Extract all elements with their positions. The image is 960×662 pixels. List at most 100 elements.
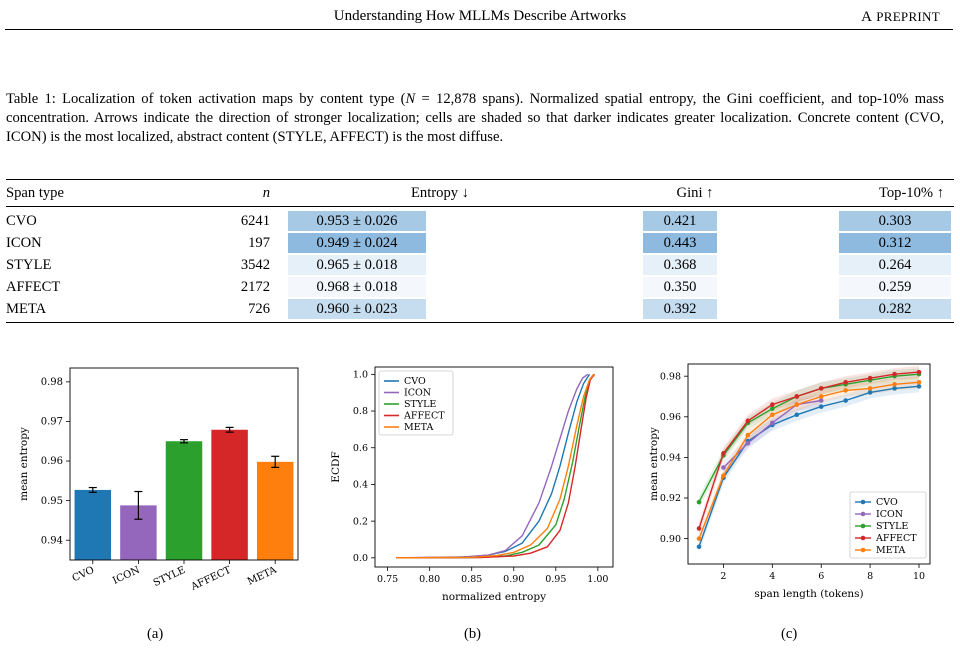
row-gini: 0.368 bbox=[643, 255, 717, 275]
ecdf-line bbox=[395, 373, 595, 559]
y-tick-label: 0.0 bbox=[353, 553, 368, 564]
y-tick-label: 0.98 bbox=[41, 377, 63, 388]
x-tick-label: 4 bbox=[769, 571, 775, 582]
table-body: CVO 6241 0.953 ± 0.026 0.421 0.303 ICON 197 0.9… bbox=[6, 207, 954, 323]
table-row: ICON 197 0.949 ± 0.024 0.443 0.312 bbox=[6, 232, 954, 254]
row-top10-cell: 0.303 bbox=[780, 207, 954, 233]
data-point bbox=[867, 386, 873, 391]
row-entropy-cell: 0.968 ± 0.018 bbox=[270, 276, 610, 298]
plot-frame bbox=[374, 366, 614, 568]
data-point bbox=[721, 451, 726, 456]
x-tick-label: 0.75 bbox=[377, 574, 398, 585]
row-span-type: CVO bbox=[6, 213, 37, 229]
y-tick-label: 0.94 bbox=[41, 535, 63, 546]
data-point bbox=[794, 412, 800, 418]
caption-sc-1: CVO, ICON bbox=[6, 110, 944, 145]
series-line bbox=[698, 371, 920, 529]
y-axis-label: ECDF bbox=[330, 451, 342, 482]
data-point bbox=[916, 369, 922, 375]
header-span-type: Span type bbox=[6, 179, 186, 207]
header-rule bbox=[5, 29, 953, 30]
page-header: Understanding How MLLMs Describe Artwork… bbox=[0, 6, 960, 28]
row-entropy-cell: 0.960 ± 0.023 bbox=[270, 298, 610, 323]
row-gini-cell: 0.421 bbox=[610, 207, 780, 233]
y-tick-label: 0.2 bbox=[353, 516, 368, 527]
data-point bbox=[794, 394, 800, 399]
row-top10: 0.259 bbox=[839, 277, 951, 297]
legend-label: CVO bbox=[404, 376, 426, 387]
bar bbox=[165, 441, 203, 560]
x-tick-label: CVO bbox=[71, 565, 96, 585]
legend-box bbox=[378, 370, 454, 436]
legend-label: META bbox=[404, 422, 433, 433]
localization-table: Span type n Entropy ↓ Gini ↑ Top-10% ↑ C… bbox=[6, 179, 954, 323]
x-axis-label: normalized entropy bbox=[442, 591, 546, 603]
x-tick-label: META bbox=[246, 564, 279, 587]
data-point bbox=[818, 404, 824, 409]
x-tick-label: AFFECT bbox=[189, 565, 234, 594]
legend-label: AFFECT bbox=[403, 411, 445, 422]
preprint-label: A PREPRINT bbox=[861, 9, 940, 25]
data-point bbox=[794, 402, 800, 407]
header-entropy: Entropy ↓ bbox=[270, 179, 610, 207]
legend-label: CVO bbox=[876, 497, 898, 508]
y-tick-label: 0.94 bbox=[660, 453, 681, 464]
row-entropy: 0.960 ± 0.023 bbox=[288, 299, 426, 319]
ecdf-chart: 0.0 0.2 0.4 0.6 0.8 1.0 0.75 0.80 0.85 0.90 0.95 1.… bbox=[330, 366, 614, 603]
legend-label: AFFECT bbox=[875, 533, 917, 544]
y-tick-label: 1.0 bbox=[353, 370, 368, 381]
y-tick-label: 0.4 bbox=[353, 480, 368, 491]
data-point bbox=[770, 412, 775, 418]
data-point bbox=[770, 402, 775, 407]
data-point bbox=[721, 473, 726, 478]
row-n: 726 bbox=[186, 298, 270, 323]
y-axis-label: mean entropy bbox=[648, 427, 660, 501]
y-tick-label: 0.6 bbox=[353, 443, 368, 454]
header-gini: Gini ↑ bbox=[610, 179, 780, 207]
row-gini-cell: 0.392 bbox=[610, 298, 780, 323]
row-gini: 0.350 bbox=[643, 277, 717, 297]
data-point bbox=[818, 386, 824, 391]
x-tick-label: ICON bbox=[111, 565, 142, 587]
y-tick-label: 0.97 bbox=[41, 417, 63, 428]
row-top10-cell: 0.264 bbox=[780, 254, 954, 276]
data-point bbox=[843, 388, 848, 393]
row-n: 2172 bbox=[240, 279, 270, 295]
x-tick-label: 1.00 bbox=[587, 574, 608, 585]
legend-label: STYLE bbox=[876, 521, 908, 532]
data-point bbox=[745, 432, 751, 438]
bar bbox=[74, 489, 112, 560]
row-gini-cell: 0.443 bbox=[610, 232, 780, 254]
caption-text-3: ) is the most localized, abstract conten… bbox=[41, 129, 278, 145]
data-point bbox=[916, 379, 922, 385]
x-tick-label: STYLE bbox=[152, 565, 188, 589]
x-axis-label: span length (tokens) bbox=[754, 588, 863, 600]
data-point bbox=[721, 465, 726, 470]
subfigure-label-a: (a) bbox=[147, 626, 164, 642]
caption-n-var: N bbox=[405, 91, 416, 107]
row-top10-cell: 0.282 bbox=[780, 298, 954, 323]
legend-marker bbox=[860, 499, 866, 505]
ecdf-line bbox=[395, 373, 589, 559]
y-axis-label: mean entropy bbox=[18, 427, 30, 501]
x-tick-label: 0.90 bbox=[503, 574, 524, 585]
legend-box bbox=[849, 491, 927, 559]
row-span-type: META bbox=[6, 298, 186, 323]
table-row: CVO 6241 0.953 ± 0.026 0.421 0.303 bbox=[6, 207, 954, 233]
bar-chart-mean-entropy: CVO ICON STYLE AFFECT META 0.94 0.95 0.96 0.97 0.… bbox=[18, 367, 299, 594]
data-point bbox=[867, 390, 873, 395]
data-point bbox=[696, 526, 702, 531]
y-tick-label: 0.90 bbox=[660, 534, 681, 545]
y-tick-label: 0.92 bbox=[660, 493, 681, 504]
legend-label: ICON bbox=[404, 388, 431, 399]
row-top10: 0.312 bbox=[839, 233, 951, 253]
table-caption: Table 1: Localization of token activatio… bbox=[6, 90, 944, 147]
header-n: n bbox=[186, 179, 270, 207]
row-span-type: AFFECT bbox=[6, 279, 61, 295]
subfigure-label-b: (b) bbox=[464, 626, 482, 642]
row-gini: 0.443 bbox=[643, 233, 717, 253]
bar bbox=[211, 429, 248, 560]
row-entropy-cell: 0.965 ± 0.018 bbox=[270, 254, 610, 276]
table-row: STYLE 3542 0.965 ± 0.018 0.368 0.264 bbox=[6, 254, 954, 276]
legend-marker bbox=[860, 523, 866, 529]
